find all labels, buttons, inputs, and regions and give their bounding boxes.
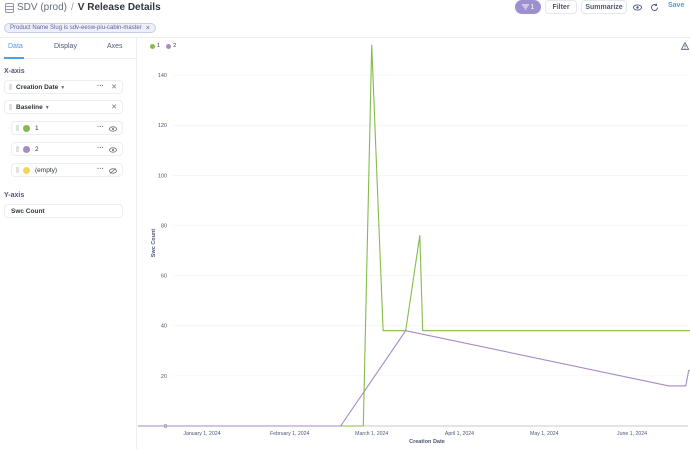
- chevron-down-icon[interactable]: ▼: [44, 104, 50, 111]
- drag-handle-icon[interactable]: [16, 125, 19, 131]
- series-color-swatch[interactable]: [23, 145, 30, 153]
- legend-item-2[interactable]: 2: [166, 43, 176, 49]
- app-header: SDV (prod) / V Release Details 1 Filter …: [0, 0, 690, 20]
- y-tick-label: 100: [158, 173, 167, 179]
- series-line-2: [114, 330, 690, 427]
- chart-legend: 1 2: [150, 43, 176, 49]
- x-tick-label: February 1, 2024: [270, 431, 310, 437]
- tab-data[interactable]: Data: [8, 43, 23, 50]
- header-divider: [0, 37, 690, 38]
- eye-icon[interactable]: [633, 3, 642, 12]
- settings-sidebar: Data Display Axes X-axis Creation Date ▼ …: [0, 38, 137, 449]
- remove-icon[interactable]: ✕: [111, 84, 117, 91]
- series-color-swatch[interactable]: [23, 166, 30, 174]
- x-axis-heading: X-axis: [4, 68, 25, 75]
- line-chart: 0 20 40 60 80 100 120 140 January 1, 2024 Februar…: [114, 44, 690, 445]
- y-axis-title: Swc Count: [151, 229, 157, 258]
- series-color-swatch[interactable]: [23, 124, 30, 132]
- x-tick-label: March 1, 2024: [355, 431, 388, 437]
- active-tab-indicator: [4, 57, 24, 59]
- legend-dot: [166, 43, 172, 49]
- filter-chip-text: Product Name Slug is sdv-eesw-piu-cabin-…: [10, 25, 142, 31]
- drag-handle-icon[interactable]: [9, 104, 12, 110]
- drag-handle-icon[interactable]: [16, 167, 19, 173]
- page-title: V Release Details: [77, 2, 161, 13]
- breadcrumb: SDV (prod) / V Release Details: [17, 2, 161, 13]
- remove-icon[interactable]: ✕: [111, 104, 117, 111]
- y-tick-label: 120: [158, 123, 167, 129]
- active-filters-button[interactable]: 1: [515, 0, 541, 14]
- breadcrumb-separator: /: [71, 2, 74, 13]
- more-icon[interactable]: ···: [97, 166, 104, 173]
- x-tick-label: April 1, 2024: [445, 431, 474, 437]
- more-icon[interactable]: ···: [97, 83, 104, 90]
- drag-handle-icon[interactable]: [16, 146, 19, 152]
- eye-off-icon[interactable]: [109, 168, 117, 174]
- legend-label: 1: [157, 43, 161, 49]
- x-tick-label: January 1, 2024: [183, 431, 220, 437]
- table-icon: [5, 3, 14, 13]
- tab-axes[interactable]: Axes: [107, 43, 123, 50]
- breakout-value-empty[interactable]: (empty) ···: [11, 163, 123, 177]
- legend-dot: [150, 43, 155, 49]
- series-line-1: [114, 44, 690, 427]
- y-tick-label: 140: [158, 73, 167, 79]
- y-tick-label: 0: [164, 424, 167, 430]
- y-axis-heading: Y-axis: [4, 192, 25, 199]
- breakout-value-2[interactable]: 2 ···: [11, 142, 123, 156]
- more-icon[interactable]: ···: [97, 124, 104, 131]
- eye-icon[interactable]: [109, 147, 117, 153]
- breakout-value-1[interactable]: 1 ···: [11, 121, 123, 135]
- sidebar-tabs: Data Display Axes: [0, 38, 136, 59]
- x-field-baseline[interactable]: Baseline ▼ ✕: [4, 100, 123, 114]
- x-field-creation-date[interactable]: Creation Date ▼ ··· ✕: [4, 80, 123, 94]
- chart-area: 1 2 0 20 40 60 80 100 120 140 January 1, 2024 Feb…: [114, 38, 690, 449]
- breakout-label: 2: [35, 145, 39, 153]
- more-icon[interactable]: ···: [97, 145, 104, 152]
- legend-label: 2: [173, 43, 177, 49]
- breakout-label: 1: [35, 124, 39, 132]
- warning-icon[interactable]: [681, 42, 689, 50]
- y-tick-label: 20: [161, 374, 167, 380]
- x-field-label: Baseline: [16, 103, 43, 111]
- filter-icon: [521, 4, 529, 10]
- x-field-label: Creation Date: [16, 83, 59, 91]
- filter-count: 1: [530, 3, 535, 11]
- filter-chip[interactable]: Product Name Slug is sdv-eesw-piu-cabin-…: [4, 23, 156, 33]
- breadcrumb-database[interactable]: SDV (prod): [17, 2, 68, 13]
- eye-icon[interactable]: [109, 126, 117, 132]
- breakout-label: (empty): [35, 166, 58, 174]
- refresh-icon[interactable]: [650, 3, 659, 12]
- legend-item-1[interactable]: 1: [150, 43, 160, 49]
- filter-button[interactable]: Filter: [545, 0, 577, 14]
- drag-handle-icon[interactable]: [9, 84, 12, 90]
- y-tick-label: 60: [161, 274, 167, 280]
- x-tick-label: June 1, 2024: [617, 431, 647, 437]
- y-tick-label: 80: [161, 223, 167, 229]
- save-button[interactable]: Save: [668, 2, 685, 9]
- x-axis-title: Creation Date: [409, 439, 445, 445]
- y-field-label: Swc Count: [11, 207, 45, 215]
- chevron-down-icon[interactable]: ▼: [60, 84, 66, 91]
- filter-chip-close-icon[interactable]: ×: [145, 24, 150, 32]
- x-tick-label: May 1, 2024: [530, 431, 559, 437]
- y-tick-label: 40: [161, 324, 167, 330]
- y-field-swc-count[interactable]: Swc Count: [4, 204, 123, 218]
- tab-display[interactable]: Display: [54, 43, 77, 50]
- summarize-button[interactable]: Summarize: [581, 0, 627, 14]
